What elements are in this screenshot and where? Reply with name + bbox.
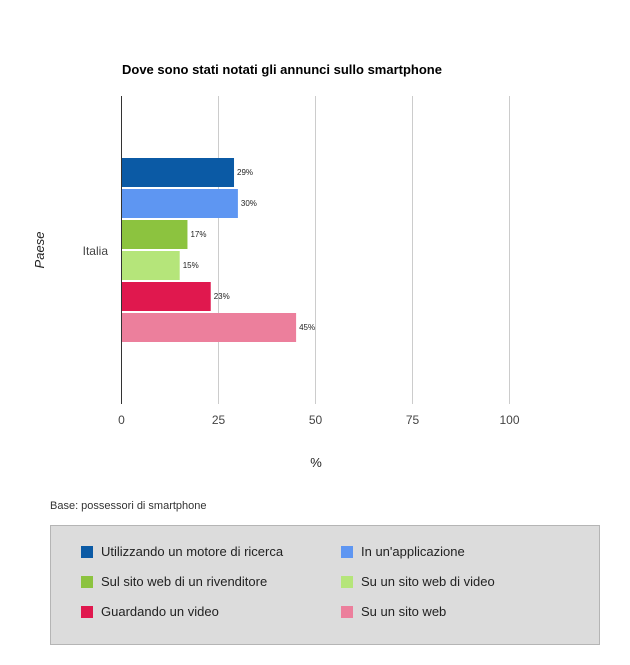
x-tick-label: 50: [309, 413, 323, 427]
legend: Utilizzando un motore di ricerca In un'a…: [50, 525, 600, 645]
data-label: 17%: [190, 230, 206, 239]
legend-label: Utilizzando un motore di ricerca: [101, 544, 284, 559]
legend-item-sito-web: Su un sito web: [341, 604, 446, 619]
bar: [121, 189, 238, 218]
legend-swatch: [81, 605, 93, 618]
legend-swatch: [81, 545, 93, 558]
legend-item-guardando-video: Guardando un video: [81, 604, 219, 619]
legend-item-motore-ricerca: Utilizzando un motore di ricerca: [81, 544, 283, 559]
legend-item-sito-rivenditore: Sul sito web di un rivenditore: [81, 574, 267, 589]
x-tick-label: 0: [118, 413, 125, 427]
x-axis-title: %: [310, 455, 322, 470]
bar: [121, 313, 297, 342]
chart-title: Dove sono stati notati gli annunci sullo…: [122, 62, 442, 77]
bar: [121, 251, 180, 280]
bars: [121, 158, 297, 342]
x-tick-label: 100: [499, 413, 519, 427]
data-label: 15%: [183, 261, 199, 270]
gridlines: [218, 96, 510, 404]
legend-item-applicazione: In un'applicazione: [341, 544, 465, 559]
base-note: Base: possessori di smartphone: [50, 500, 207, 512]
legend-swatch: [341, 605, 353, 618]
category-label-italia: Italia: [83, 244, 109, 258]
data-label: 30%: [241, 199, 257, 208]
x-tick-label: 75: [406, 413, 420, 427]
x-axis-ticks: 0 25 50 75 100: [118, 413, 520, 427]
legend-label: In un'applicazione: [361, 544, 465, 559]
legend-swatch: [81, 575, 93, 588]
legend-label: Guardando un video: [101, 604, 219, 619]
data-label: 23%: [214, 292, 230, 301]
legend-item-sito-video: Su un sito web di video: [341, 574, 495, 589]
legend-label: Su un sito web: [361, 604, 447, 619]
bar-chart: Dove sono stati notati gli annunci sullo…: [32, 62, 520, 470]
bar: [121, 220, 188, 249]
y-axis-title: Paese: [32, 232, 47, 269]
data-label: 45%: [299, 323, 315, 332]
x-tick-label: 25: [212, 413, 226, 427]
data-label: 29%: [237, 168, 253, 177]
legend-swatch: [341, 545, 353, 558]
bar: [121, 158, 235, 187]
data-labels: 29% 30% 17% 15% 23% 45%: [183, 168, 315, 332]
legend-swatch: [341, 575, 353, 588]
legend-label: Sul sito web di un rivenditore: [101, 574, 268, 589]
legend-label: Su un sito web di video: [361, 574, 495, 589]
bar: [121, 282, 211, 311]
